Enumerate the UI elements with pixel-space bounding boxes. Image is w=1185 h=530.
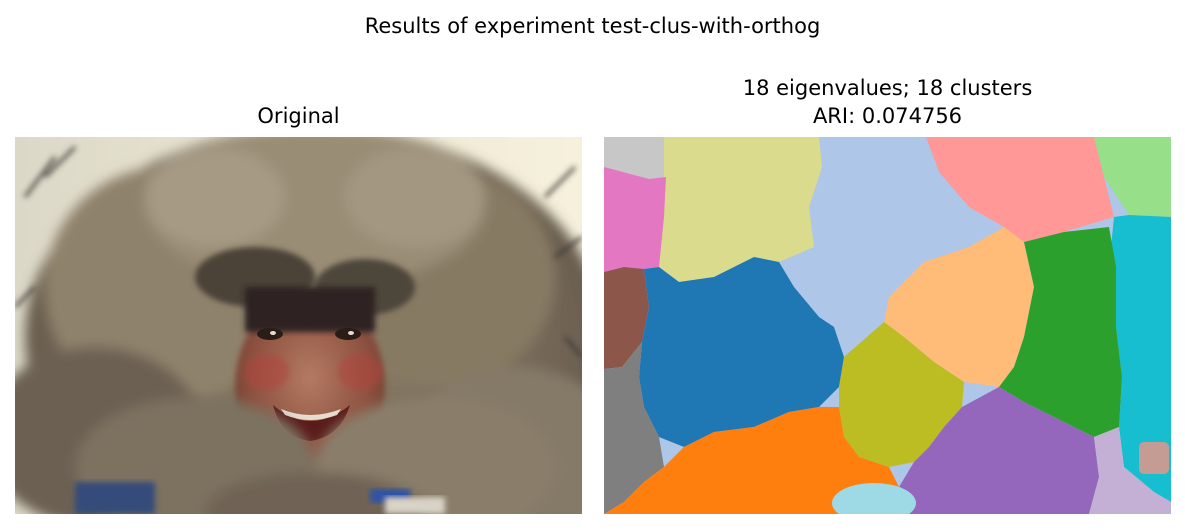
original-photo xyxy=(15,137,582,514)
cluster-region xyxy=(839,322,964,467)
clusters-panel-title: 18 eigenvalues; 18 clusters ARI: 0.07475… xyxy=(604,74,1171,130)
cluster-region xyxy=(604,407,904,514)
cluster-map-panel xyxy=(604,137,1171,514)
cluster-region xyxy=(899,387,1099,514)
cluster-region xyxy=(1089,427,1171,514)
cluster-region xyxy=(604,267,649,369)
original-panel-title: Original xyxy=(15,102,582,130)
cluster-region xyxy=(1109,215,1171,502)
cluster-map xyxy=(604,137,1171,514)
cluster-region xyxy=(639,257,844,447)
cluster-region xyxy=(604,342,664,514)
cluster-region xyxy=(832,483,916,514)
clusters-title-line-1: 18 eigenvalues; 18 clusters xyxy=(742,76,1033,100)
cluster-region xyxy=(604,167,666,272)
cluster-region xyxy=(656,137,822,282)
original-title-text: Original xyxy=(257,104,340,128)
cluster-region xyxy=(1094,137,1171,217)
cluster-region xyxy=(999,227,1122,437)
cluster-region xyxy=(1139,442,1169,474)
cluster-region xyxy=(884,227,1034,387)
cluster-region xyxy=(926,137,1114,242)
figure-title: Results of experiment test-clus-with-ort… xyxy=(364,14,821,38)
mittens xyxy=(75,482,445,514)
original-image-panel xyxy=(15,137,582,514)
clusters-title-line-2: ARI: 0.074756 xyxy=(812,104,963,128)
cluster-region xyxy=(604,137,674,179)
